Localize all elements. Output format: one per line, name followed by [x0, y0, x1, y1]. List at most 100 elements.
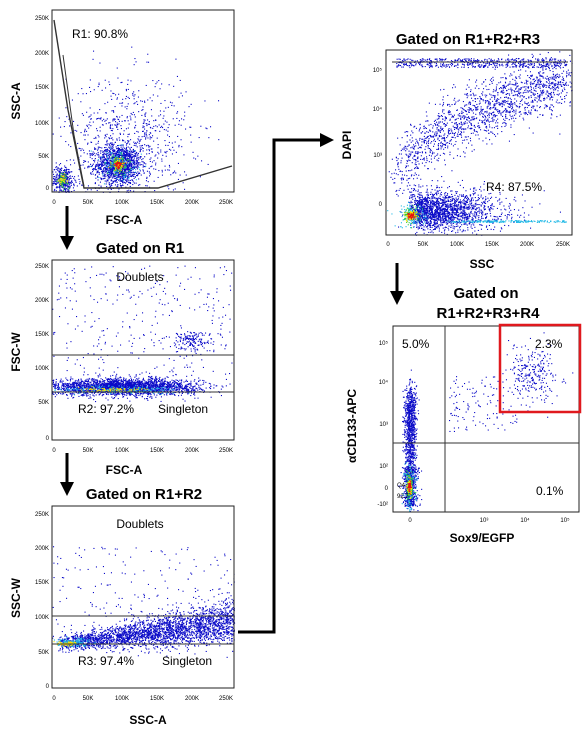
data-point	[135, 145, 137, 147]
data-point	[170, 149, 172, 151]
data-point	[153, 384, 155, 386]
data-point	[116, 115, 118, 117]
data-point	[61, 190, 63, 192]
data-point	[134, 167, 136, 169]
data-point	[114, 155, 116, 157]
data-point	[130, 167, 132, 169]
data-point	[158, 170, 160, 172]
data-point	[137, 384, 139, 386]
data-point	[143, 119, 145, 121]
data-point	[107, 172, 109, 174]
data-point	[122, 146, 124, 148]
data-point	[124, 160, 126, 162]
data-point	[126, 155, 128, 157]
data-point	[104, 167, 106, 169]
data-point	[69, 382, 71, 384]
data-point	[121, 390, 123, 392]
data-point	[63, 385, 65, 387]
data-point	[78, 395, 80, 397]
data-point	[137, 386, 139, 388]
data-point	[145, 382, 147, 384]
data-point	[58, 164, 60, 166]
data-point	[141, 393, 143, 395]
data-point	[111, 172, 113, 174]
data-point	[126, 146, 128, 148]
data-point	[129, 115, 131, 117]
data-point	[110, 155, 112, 157]
data-point	[190, 103, 192, 105]
data-point	[140, 381, 142, 383]
data-point	[83, 384, 85, 386]
data-point	[55, 384, 57, 386]
data-point	[122, 168, 124, 170]
data-point	[102, 171, 104, 173]
data-point	[136, 158, 138, 160]
data-point	[119, 152, 121, 154]
data-point	[78, 390, 80, 392]
data-point	[112, 152, 114, 154]
plot-area	[52, 265, 235, 403]
data-point	[111, 169, 113, 171]
data-point	[151, 137, 153, 139]
data-point	[162, 117, 164, 119]
data-point	[79, 148, 81, 150]
data-point	[94, 147, 96, 149]
data-point	[138, 159, 140, 161]
data-point	[163, 123, 165, 125]
data-point	[117, 387, 119, 389]
data-point	[52, 181, 54, 183]
data-point	[154, 378, 156, 380]
data-point	[122, 386, 124, 388]
data-point	[64, 173, 66, 175]
data-point	[90, 114, 92, 116]
data-point	[131, 164, 133, 166]
data-point	[122, 162, 124, 164]
data-point	[198, 377, 200, 379]
data-point	[98, 82, 100, 84]
data-point	[110, 173, 112, 175]
data-point	[122, 155, 124, 157]
data-point	[81, 381, 83, 383]
data-point	[150, 127, 152, 129]
data-point	[148, 134, 150, 136]
data-point	[99, 150, 101, 152]
data-point	[218, 139, 220, 141]
data-point	[65, 141, 67, 143]
data-point	[58, 392, 60, 394]
data-point	[156, 126, 158, 128]
data-point	[149, 175, 151, 177]
data-point	[201, 388, 203, 390]
data-point	[183, 119, 185, 121]
data-point	[203, 382, 205, 384]
data-point	[72, 386, 74, 388]
x-tick-label: 100K	[115, 200, 129, 206]
data-point	[166, 384, 168, 386]
data-point	[92, 58, 94, 60]
data-point	[170, 383, 172, 385]
data-point	[146, 177, 148, 179]
data-point	[121, 154, 123, 156]
data-point	[127, 178, 129, 180]
data-point	[97, 146, 99, 148]
y-tick-label: 200K	[35, 51, 49, 57]
data-point	[181, 383, 183, 385]
data-point	[171, 387, 173, 389]
data-point	[137, 387, 139, 389]
data-point	[111, 383, 113, 385]
data-point	[69, 177, 71, 179]
data-point	[99, 383, 101, 385]
data-point	[120, 165, 122, 167]
data-point	[117, 155, 119, 157]
data-point	[88, 116, 90, 118]
data-point	[89, 394, 91, 396]
data-point	[124, 171, 126, 173]
data-point	[143, 172, 145, 174]
data-point	[101, 120, 103, 122]
data-point	[95, 148, 97, 150]
data-point	[65, 107, 67, 109]
data-point	[59, 187, 61, 189]
data-point	[108, 170, 110, 172]
data-point	[79, 388, 81, 390]
data-point	[80, 392, 82, 394]
data-point	[63, 174, 65, 176]
